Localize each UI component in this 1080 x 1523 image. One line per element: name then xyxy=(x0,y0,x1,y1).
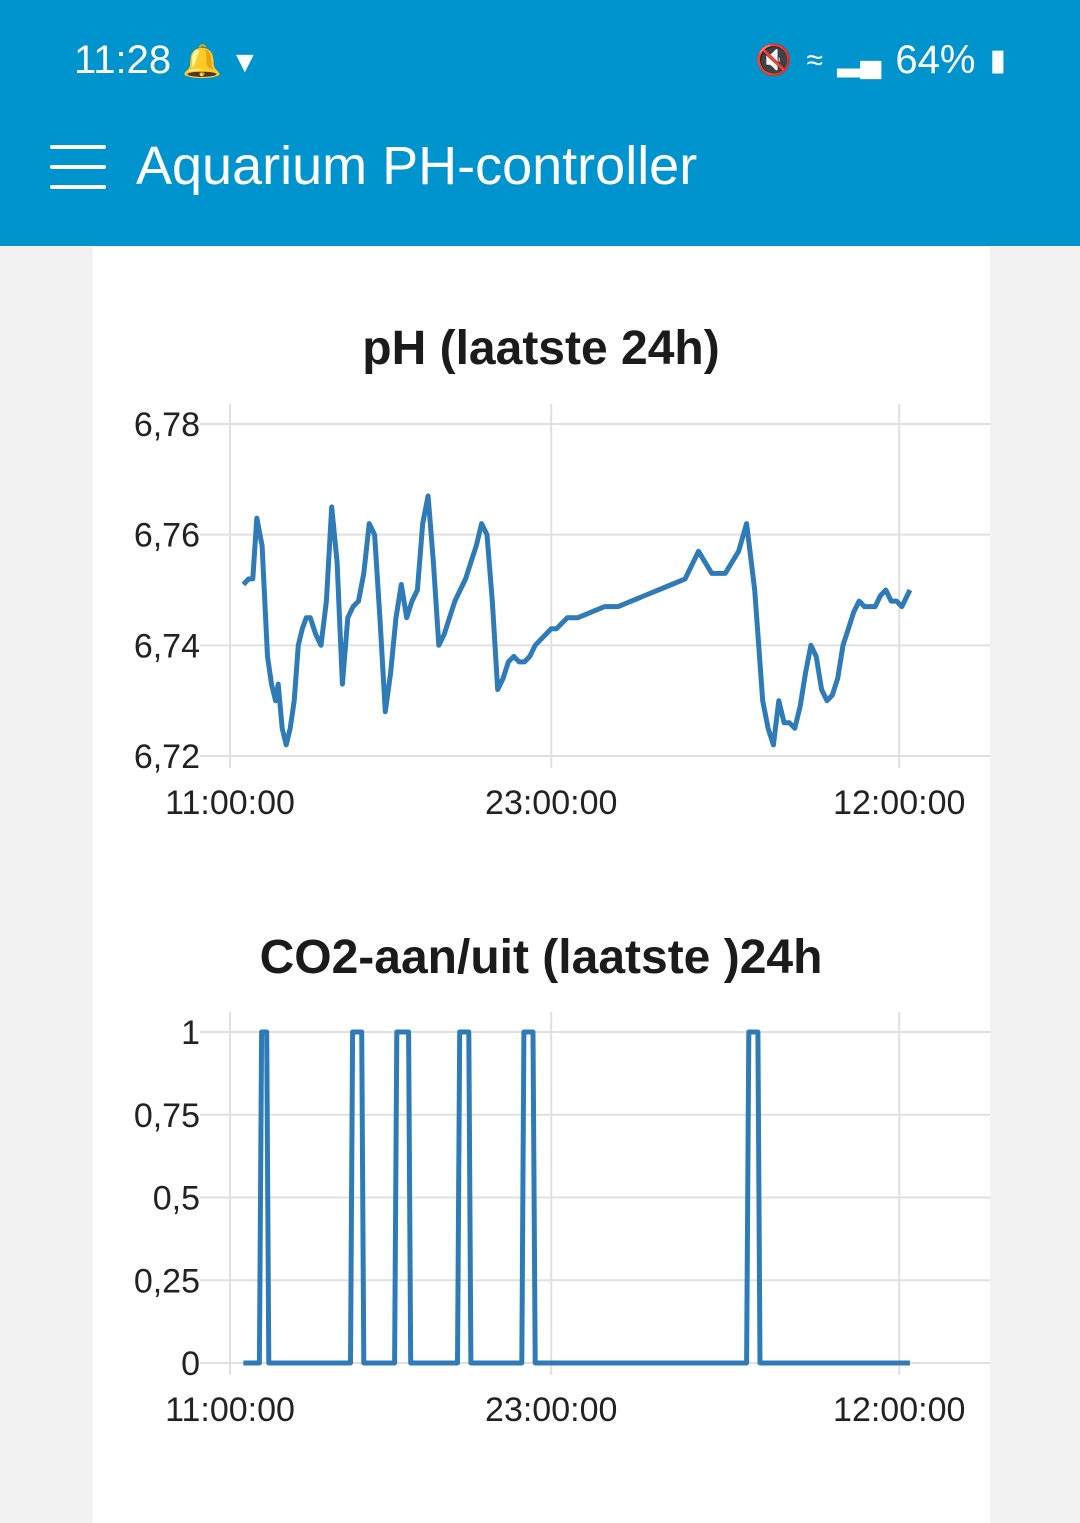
battery-icon: ▮ xyxy=(989,44,1006,77)
signal-icon: ▂▄ xyxy=(837,44,882,77)
ph-chart: pH (laatste 24h) 6,72 6,74 6,76 6,78 11:00:00… xyxy=(134,322,990,822)
y-tick-label: 0 xyxy=(181,1345,200,1383)
shield-icon: ▼ xyxy=(230,46,260,79)
y-tick-label: 6,78 xyxy=(134,406,200,444)
co2-chart: CO2-aan/uit (laatste )24h 0 0,25 0,5 0,75 1 11… xyxy=(134,931,990,1429)
status-time: 11:28 xyxy=(74,38,172,82)
x-tick-label: 12:00:00 xyxy=(833,784,965,822)
series-line xyxy=(241,493,913,748)
app-header: 11:28 🔔 ▼ 🔇 ≈ ▂▄ 64% ▮ Aquarium PH-contr… xyxy=(0,0,1080,246)
wifi-icon: ≈ xyxy=(806,43,824,77)
x-tick-label: 11:00:00 xyxy=(165,1391,295,1429)
chart-title: CO2-aan/uit (laatste )24h xyxy=(260,931,823,984)
y-tick-label: 0,25 xyxy=(134,1262,200,1300)
hamburger-menu-icon[interactable] xyxy=(50,145,106,189)
battery-percent: 64% xyxy=(895,38,976,82)
y-tick-label: 0,75 xyxy=(134,1097,200,1135)
x-tick-label: 12:00:00 xyxy=(833,1391,965,1429)
y-tick-label: 0,5 xyxy=(153,1180,200,1218)
y-tick-label: 6,74 xyxy=(134,627,200,665)
x-tick-label: 11:00:00 xyxy=(165,784,295,822)
chart-title: pH (laatste 24h) xyxy=(362,322,719,375)
x-tick-label: 23:00:00 xyxy=(485,1391,617,1429)
y-tick-label: 1 xyxy=(181,1014,200,1052)
bell-icon: 🔔 xyxy=(182,43,222,79)
app-title: Aquarium PH-controller xyxy=(136,136,698,196)
charts-card: pH (laatste 24h) 6,72 6,74 6,76 6,78 11:00:00… xyxy=(93,246,990,1523)
x-tick-label: 23:00:00 xyxy=(485,784,617,822)
y-tick-label: 6,72 xyxy=(134,738,200,776)
series-line xyxy=(243,1029,910,1366)
y-tick-label: 6,76 xyxy=(134,517,200,555)
mute-icon: 🔇 xyxy=(755,44,793,77)
status-right: 🔇 ≈ ▂▄ 64% ▮ xyxy=(755,38,1006,83)
